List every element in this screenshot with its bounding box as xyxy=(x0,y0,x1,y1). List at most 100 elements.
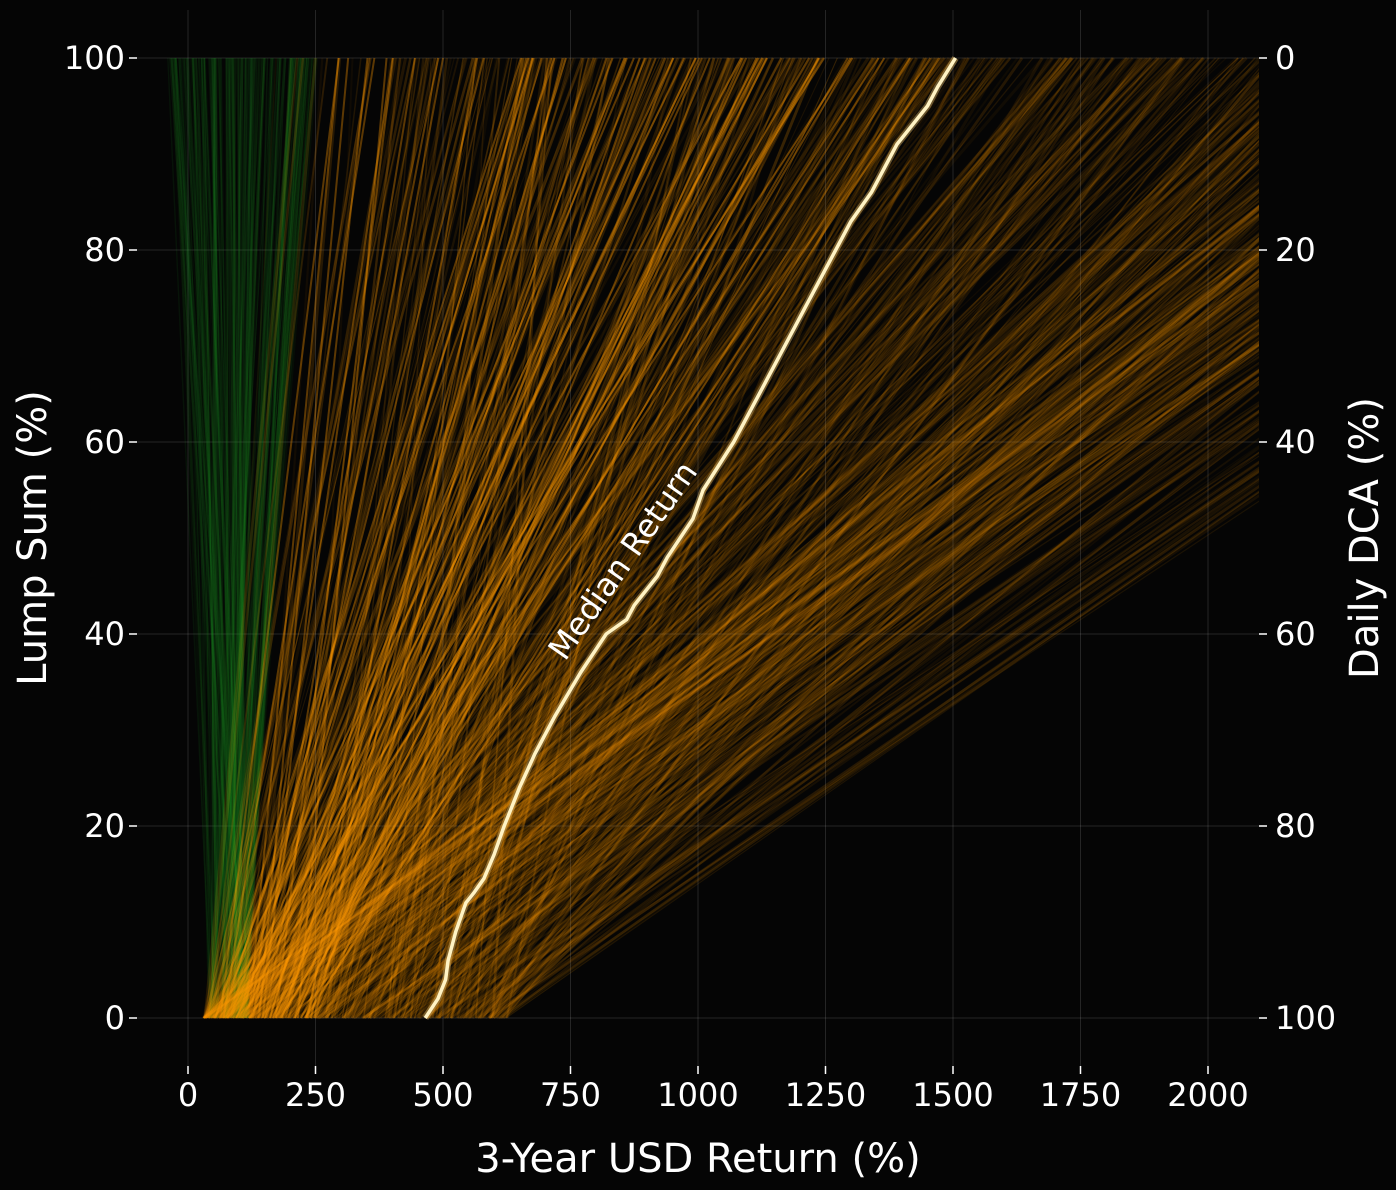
median-return-series xyxy=(422,56,959,1020)
return-line xyxy=(235,56,1159,1020)
return-line xyxy=(279,57,592,1019)
return-line xyxy=(280,57,587,1019)
return-line xyxy=(226,57,1148,1019)
return-line xyxy=(205,245,1259,1019)
return-line xyxy=(226,57,293,1019)
return-line xyxy=(235,57,1257,1019)
return-line xyxy=(205,57,1007,1019)
return-line xyxy=(296,378,1259,1019)
return-line xyxy=(205,125,1259,1019)
return-line xyxy=(224,57,244,1019)
return-line xyxy=(363,368,1259,1020)
return-line xyxy=(242,57,273,1019)
return-line xyxy=(333,57,746,1019)
return-line xyxy=(211,57,229,1019)
return-line xyxy=(222,57,606,1019)
return-line xyxy=(433,339,1259,1019)
return-line xyxy=(346,224,1259,1019)
return-line xyxy=(202,57,543,1019)
return-line xyxy=(306,297,1259,1019)
return-line xyxy=(477,57,1085,1019)
return-line xyxy=(170,57,241,1019)
return-line xyxy=(431,57,549,1019)
return-line xyxy=(211,57,266,1019)
return-line xyxy=(226,57,297,1019)
return-line xyxy=(247,57,340,1019)
return-line xyxy=(477,390,1259,1020)
return-line xyxy=(413,204,1259,1019)
return-line xyxy=(366,57,856,1019)
return-line xyxy=(385,340,1259,1019)
return-line xyxy=(487,57,1044,1019)
return-line xyxy=(219,57,278,1019)
return-line xyxy=(234,248,1259,1019)
return-line xyxy=(434,188,1259,1019)
return-line xyxy=(233,57,248,1019)
return-line xyxy=(335,57,1223,1019)
return-line xyxy=(313,57,669,1019)
return-line xyxy=(241,121,1259,1020)
return-line xyxy=(331,57,806,1019)
return-line xyxy=(369,340,1259,1019)
return-line xyxy=(212,57,647,1019)
return-line xyxy=(207,57,475,1019)
return-line xyxy=(263,332,1259,1019)
return-line xyxy=(467,426,1259,1020)
return-line xyxy=(418,281,1259,1020)
return-line xyxy=(362,409,1259,1020)
return-line xyxy=(183,57,213,1019)
return-line xyxy=(284,57,553,1019)
return-line xyxy=(336,57,439,1019)
return-line xyxy=(355,361,1259,1019)
return-line xyxy=(445,74,1259,1019)
return-line xyxy=(310,57,354,1019)
return-line xyxy=(504,481,1259,1020)
return-line xyxy=(331,57,474,1019)
return-line xyxy=(296,57,509,1019)
return-line xyxy=(322,353,1259,1019)
return-line xyxy=(348,57,735,1019)
return-line xyxy=(223,57,1012,1019)
return-line xyxy=(269,57,1179,1019)
return-line xyxy=(385,57,903,1019)
return-line xyxy=(245,57,614,1019)
return-line xyxy=(368,57,670,1019)
return-line xyxy=(400,57,1068,1019)
return-line xyxy=(208,57,467,1019)
return-line xyxy=(419,85,1259,1019)
return-line xyxy=(292,57,1148,1019)
return-line xyxy=(209,88,1259,1019)
return-line xyxy=(288,57,402,1019)
return-line xyxy=(210,57,231,1019)
return-line xyxy=(242,57,294,1019)
return-line xyxy=(203,121,1259,1019)
return-line xyxy=(285,57,429,1019)
return-line xyxy=(189,57,240,1019)
return-line xyxy=(391,57,911,1019)
return-line xyxy=(250,57,847,1019)
return-line xyxy=(256,57,914,1019)
return-line xyxy=(202,279,1259,1020)
return-line xyxy=(288,57,1089,1019)
return-line xyxy=(238,57,485,1019)
return-line xyxy=(263,253,1259,1019)
return-line xyxy=(287,57,849,1019)
return-line xyxy=(261,57,431,1019)
return-line xyxy=(287,57,653,1019)
return-line xyxy=(499,409,1259,1019)
return-line xyxy=(246,57,765,1019)
return-line xyxy=(468,57,970,1019)
return-line xyxy=(244,57,275,1019)
return-line xyxy=(232,331,1259,1019)
return-line xyxy=(207,57,329,1019)
return-line xyxy=(482,57,967,1019)
return-line xyxy=(210,57,960,1019)
return-line xyxy=(462,477,1259,1019)
return-line xyxy=(174,57,216,1019)
return-line xyxy=(202,188,1259,1019)
return-line xyxy=(180,57,227,1019)
return-line xyxy=(384,57,612,1019)
return-line xyxy=(264,197,1259,1019)
return-line xyxy=(384,57,536,1019)
return-line xyxy=(377,152,1259,1019)
